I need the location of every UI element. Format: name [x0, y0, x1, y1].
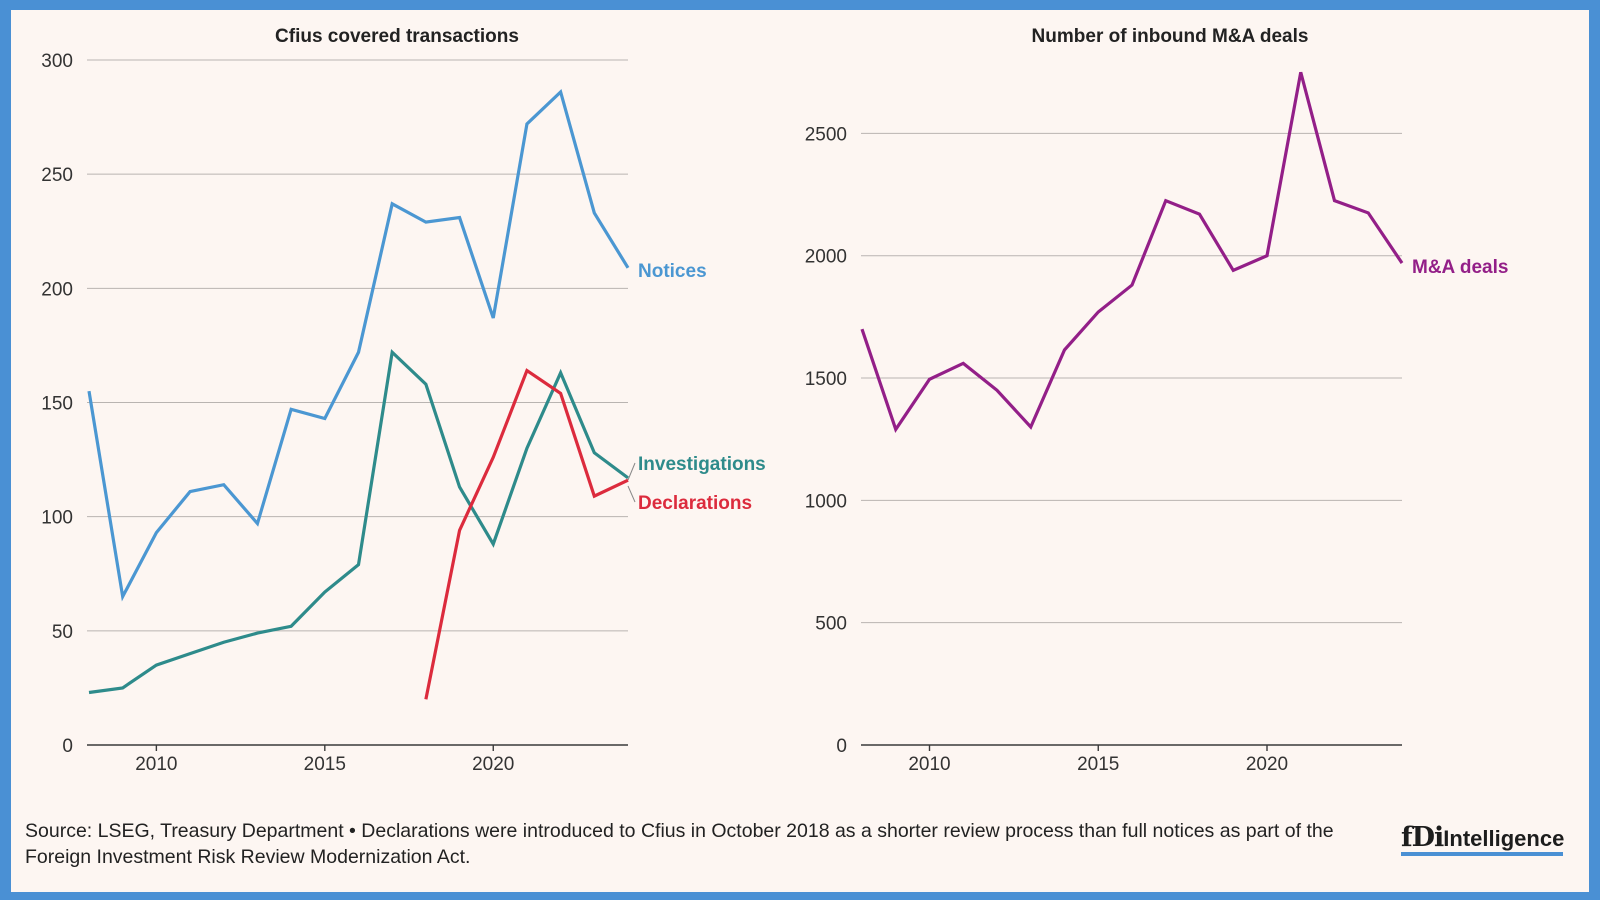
y-tick-label-50: 50 — [52, 622, 73, 643]
chart-frame: Cfius covered transactions 0 50 100 150 200 25… — [11, 10, 1589, 892]
logo-underline — [1401, 852, 1563, 856]
charts-canvas: Cfius covered transactions 0 50 100 150 200 25… — [41, 26, 1508, 775]
x-tick-label-2015: 2015 — [1077, 754, 1119, 775]
y-tick-label-150: 150 — [41, 394, 73, 415]
x-tick-label-2020: 2020 — [472, 754, 514, 775]
label-leader-declarations — [627, 485, 636, 503]
x-tick-label-2010: 2010 — [135, 754, 177, 775]
series-label-m-a-deals: M&A deals — [1412, 257, 1508, 278]
y-tick-label-0: 0 — [836, 736, 847, 757]
y-tick-label-200: 200 — [41, 279, 73, 300]
chart-title-2: Number of inbound M&A deals — [1032, 26, 1309, 47]
series-line-investigations — [88, 349, 629, 695]
logo-mark: fDi — [1401, 822, 1444, 853]
x-tick-label-2020: 2020 — [1246, 754, 1288, 775]
source-note: Source: LSEG, Treasury Department • Decl… — [25, 820, 1334, 868]
series-label-declarations: Declarations — [638, 493, 752, 514]
x-tick-label-2010: 2010 — [908, 754, 950, 775]
y-tick-label-300: 300 — [41, 51, 73, 72]
y-tick-label-0: 0 — [62, 736, 73, 757]
logo-word: Intelligence — [1443, 826, 1565, 851]
series-line-m-a-deals — [860, 71, 1404, 433]
x-tick-label-2015: 2015 — [304, 754, 346, 775]
fdi-intelligence-logo: fDiIntelligence — [1401, 822, 1566, 862]
y-tick-label-2500: 2500 — [805, 124, 847, 145]
y-tick-label-100: 100 — [41, 508, 73, 529]
y-tick-label-1500: 1500 — [805, 369, 847, 390]
y-tick-label-250: 250 — [41, 165, 73, 186]
y-tick-label-500: 500 — [815, 614, 847, 635]
label-leader-investigations — [627, 462, 636, 481]
series-line-notices — [87, 88, 630, 602]
y-tick-label-2000: 2000 — [805, 247, 847, 268]
series-line-declarations — [424, 368, 629, 700]
series-label-investigations: Investigations — [638, 454, 766, 475]
series-label-notices: Notices — [638, 261, 707, 282]
chart-title-1: Cfius covered transactions — [275, 26, 519, 47]
y-tick-label-1000: 1000 — [805, 491, 847, 512]
